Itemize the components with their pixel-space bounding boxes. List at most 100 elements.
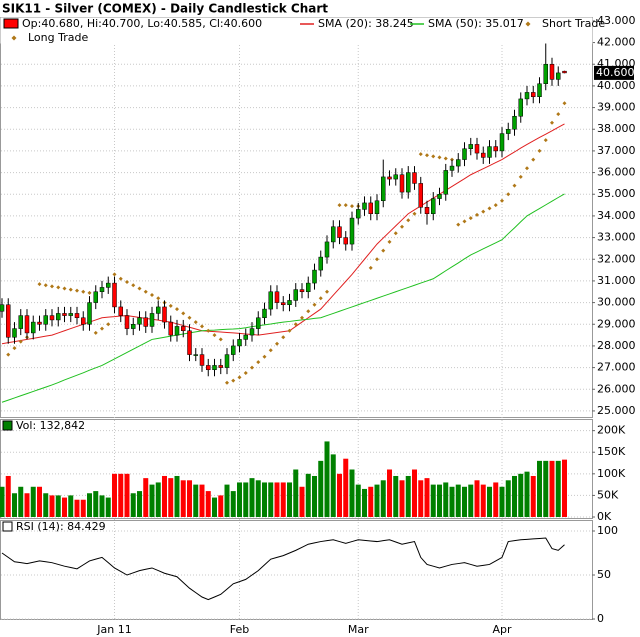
volume-bar — [462, 486, 467, 517]
candle-body — [112, 282, 117, 308]
sma-line — [1, 123, 565, 345]
candle-body — [256, 317, 261, 329]
y-tick-label: 50 — [597, 568, 611, 581]
volume-bar — [68, 495, 74, 517]
trade-dot — [556, 112, 561, 117]
trade-dot — [487, 206, 492, 211]
candle-body — [312, 269, 317, 284]
candle-body — [231, 345, 236, 355]
volume-bar — [393, 475, 399, 517]
candle-body — [468, 144, 473, 149]
candle-body — [224, 354, 230, 368]
y-tick-label: 31.000 — [597, 274, 636, 287]
candle-body — [393, 174, 398, 180]
trade-dot — [425, 153, 429, 158]
y-tick-label: 28.000 — [597, 339, 636, 352]
candle-body — [12, 328, 17, 338]
volume-bar — [399, 480, 405, 517]
volume-bar — [530, 475, 536, 517]
volume-bar — [287, 482, 292, 517]
trade-dot — [368, 265, 373, 270]
volume-bar — [255, 480, 261, 517]
candle-body — [331, 226, 336, 243]
volume-bar — [499, 486, 505, 517]
trade-dot — [150, 293, 154, 298]
rsi-panel — [0, 520, 593, 620]
trade-dot — [68, 287, 73, 292]
candle-body — [381, 176, 386, 201]
legend-ohlc: Op:40.680, Hi:40.700, Lo:40.585, Cl:40.6… — [22, 17, 262, 30]
volume-bar — [268, 482, 274, 517]
volume-bar — [187, 480, 192, 517]
legend-label: SMA (20): 38.245 — [318, 17, 414, 30]
candle-body — [356, 209, 361, 219]
candle-body — [262, 308, 267, 319]
candle-body — [249, 328, 255, 336]
trade-dot — [37, 282, 42, 287]
candle-body — [156, 306, 161, 314]
volume-bar — [524, 471, 530, 517]
trade-dot — [281, 335, 286, 340]
volume-bar — [449, 486, 455, 517]
trade-dot — [137, 286, 142, 291]
volume-bar — [343, 458, 349, 517]
volume-bar — [237, 482, 242, 517]
trade-dot — [550, 120, 554, 125]
trade-dot — [156, 296, 161, 301]
candle-body — [349, 217, 355, 245]
trade-dot — [231, 378, 236, 383]
y-tick-label: 150K — [597, 445, 626, 458]
candle-body — [24, 315, 30, 334]
trade-dot — [387, 239, 392, 244]
candle-body — [6, 304, 11, 338]
trade-dot — [118, 276, 123, 281]
trade-dot — [481, 209, 486, 214]
candle-body — [287, 300, 292, 306]
candle-body — [87, 302, 92, 325]
volume-bar — [487, 486, 492, 517]
volume-bar — [380, 480, 386, 517]
volume-bar — [349, 469, 355, 517]
y-tick-label: 100K — [597, 467, 626, 480]
candle-body — [537, 83, 542, 97]
candle-body — [99, 287, 105, 293]
volume-bar — [212, 497, 217, 517]
trade-dot — [256, 360, 261, 365]
candle-body — [306, 282, 311, 293]
candle-body — [506, 128, 511, 134]
trade-dot — [112, 272, 117, 277]
candle-body — [399, 174, 405, 193]
trade-dot — [350, 204, 354, 209]
rsi-line — [1, 537, 565, 601]
volume-bar — [218, 495, 224, 517]
candle-body — [324, 241, 330, 258]
y-tick-label: 0 — [597, 612, 604, 625]
trade-dot — [318, 296, 323, 301]
last-price-label: 40.600 — [596, 66, 635, 79]
y-tick-label: 0K — [597, 510, 612, 523]
trade-dot — [75, 288, 79, 293]
trade-dot — [312, 302, 317, 307]
volume-bar — [18, 486, 24, 517]
y-tick-label: 30.000 — [597, 296, 636, 309]
volume-bar — [468, 484, 474, 517]
trade-dot — [225, 380, 229, 385]
volume-bar — [193, 484, 199, 517]
candle-body — [49, 315, 55, 321]
candle-body — [337, 226, 342, 238]
volume-bar — [243, 482, 249, 517]
volume-bar — [337, 473, 342, 517]
volume-bar — [168, 478, 174, 517]
candle-body — [168, 321, 173, 336]
volume-bar — [374, 484, 380, 517]
candle-body — [531, 92, 536, 97]
trade-dot — [531, 157, 536, 162]
candle-body — [562, 70, 567, 74]
candle-body — [0, 304, 5, 312]
trade-dot — [200, 324, 204, 329]
x-tick-label: Apr — [492, 623, 512, 636]
volume-bar — [224, 484, 230, 517]
trade-dot — [56, 285, 61, 290]
trade-dot — [12, 346, 17, 351]
